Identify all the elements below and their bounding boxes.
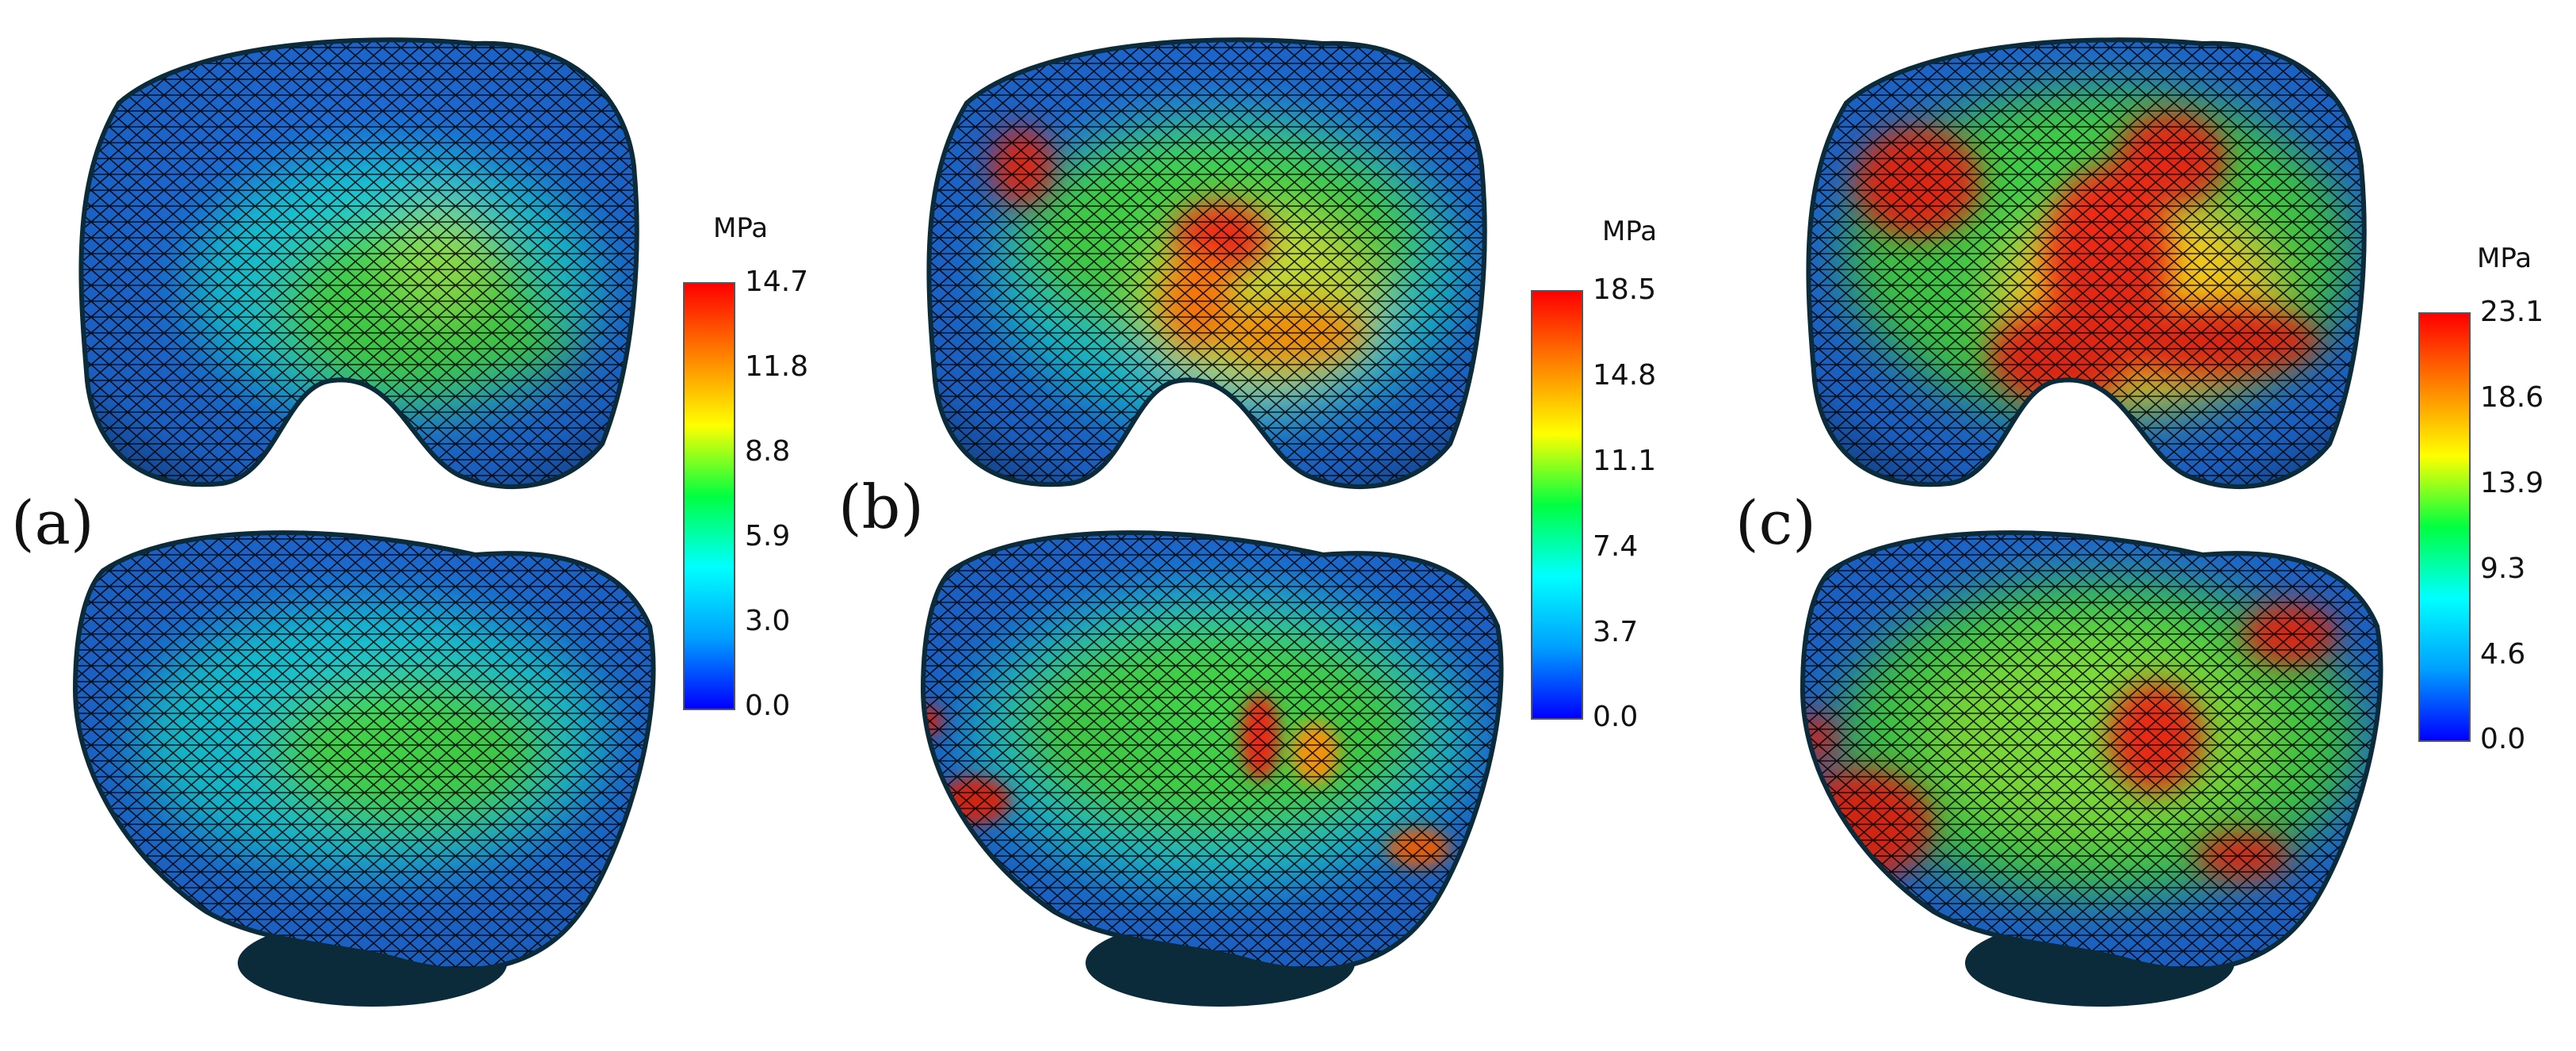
unit-label-c: MPa — [2477, 243, 2532, 274]
tick-a-3: 5.9 — [745, 520, 791, 552]
tick-b-1: 14.8 — [1593, 359, 1657, 392]
tick-a-5: 0.0 — [745, 690, 791, 722]
panel-c-surface — [1799, 37, 2383, 1007]
tick-b-0: 18.5 — [1593, 273, 1657, 306]
panel-b-surface — [920, 37, 1504, 1007]
unit-label-a: MPa — [713, 212, 769, 244]
tick-a-2: 8.8 — [745, 435, 791, 468]
tick-b-4: 3.7 — [1593, 616, 1639, 648]
colorbar-c-gradient — [2418, 312, 2471, 742]
tick-c-3: 9.3 — [2480, 552, 2526, 585]
panel-b-label: (b) — [838, 472, 924, 542]
tick-b-2: 11.1 — [1593, 445, 1657, 477]
tick-c-1: 18.6 — [2480, 381, 2544, 414]
tick-b-3: 7.4 — [1593, 530, 1639, 563]
colorbar-a-gradient — [683, 282, 735, 710]
unit-label-b: MPa — [1602, 216, 1658, 247]
panel-c-label: (c) — [1735, 487, 1816, 558]
colorbar-b-gradient — [1531, 290, 1583, 720]
tick-c-5: 0.0 — [2480, 723, 2526, 755]
tick-c-2: 13.9 — [2480, 467, 2544, 499]
panel-a-surface — [72, 37, 656, 1007]
tick-a-0: 14.7 — [745, 266, 809, 298]
panel-a-label: (a) — [11, 487, 94, 558]
tick-c-0: 23.1 — [2480, 296, 2544, 328]
tick-a-1: 11.8 — [745, 350, 809, 383]
tick-c-4: 4.6 — [2480, 638, 2526, 671]
tick-b-5: 0.0 — [1593, 701, 1639, 733]
tick-a-4: 3.0 — [745, 605, 791, 637]
